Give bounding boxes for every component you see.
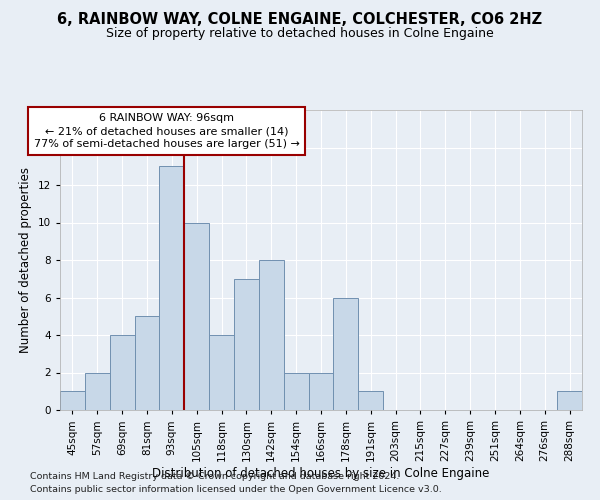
Bar: [134, 316, 160, 410]
Bar: [308, 372, 334, 410]
Text: Contains public sector information licensed under the Open Government Licence v3: Contains public sector information licen…: [30, 485, 442, 494]
Bar: [60, 391, 85, 410]
Bar: [259, 260, 284, 410]
Bar: [85, 372, 110, 410]
Bar: [184, 222, 209, 410]
Bar: [110, 335, 134, 410]
Bar: [234, 279, 259, 410]
Text: Contains HM Land Registry data © Crown copyright and database right 2024.: Contains HM Land Registry data © Crown c…: [30, 472, 400, 481]
Bar: [334, 298, 358, 410]
Y-axis label: Number of detached properties: Number of detached properties: [19, 167, 32, 353]
Text: Size of property relative to detached houses in Colne Engaine: Size of property relative to detached ho…: [106, 28, 494, 40]
Text: 6, RAINBOW WAY, COLNE ENGAINE, COLCHESTER, CO6 2HZ: 6, RAINBOW WAY, COLNE ENGAINE, COLCHESTE…: [58, 12, 542, 28]
Bar: [284, 372, 308, 410]
Bar: [557, 391, 582, 410]
Text: 6 RAINBOW WAY: 96sqm
← 21% of detached houses are smaller (14)
77% of semi-detac: 6 RAINBOW WAY: 96sqm ← 21% of detached h…: [34, 113, 300, 149]
X-axis label: Distribution of detached houses by size in Colne Engaine: Distribution of detached houses by size …: [152, 466, 490, 479]
Bar: [160, 166, 184, 410]
Bar: [358, 391, 383, 410]
Bar: [209, 335, 234, 410]
